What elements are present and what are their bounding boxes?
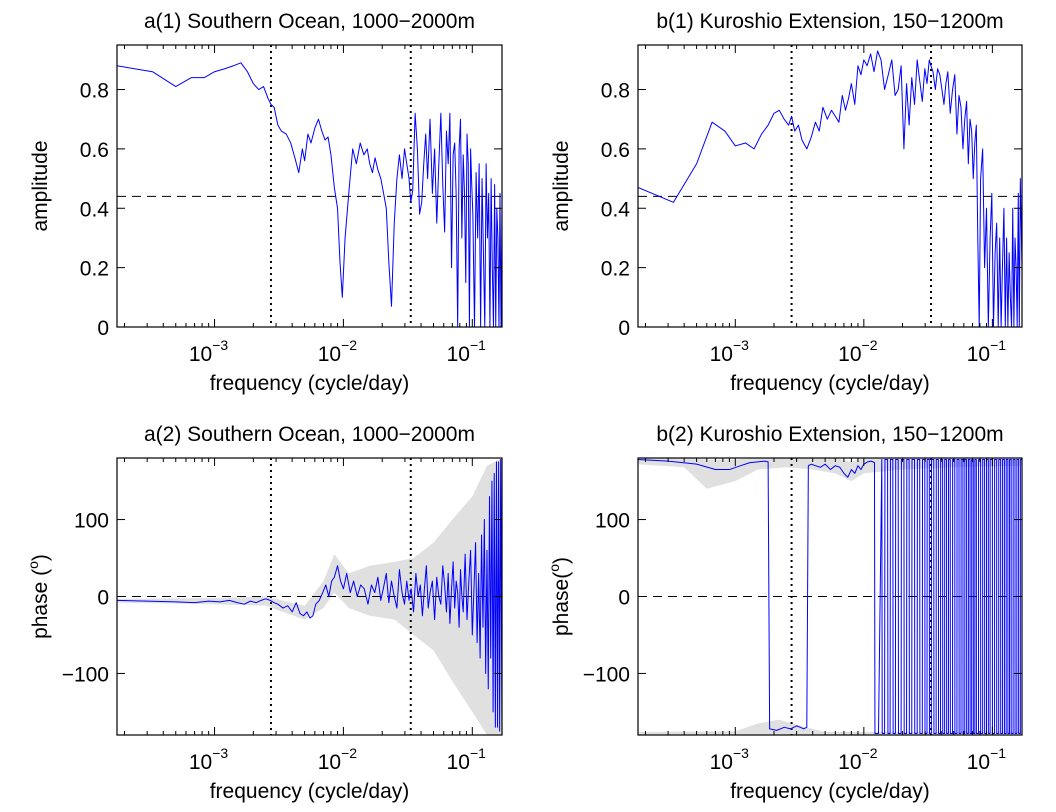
y-tick-label: 100: [74, 510, 109, 533]
x-tick-label: 10−3: [189, 337, 229, 366]
y-axis-label-text: amplitude: [550, 140, 573, 231]
panel-title: b(2) Kuroshio Extension, 150−1200m: [656, 423, 1003, 446]
panel-a1: a(1) Southern Ocean, 1000−2000m 0 0.2 0.4 0.…: [29, 10, 503, 395]
x-tick-label: 10−1: [967, 337, 1007, 366]
panel-b2: b(2) Kuroshio Extension, 150−1200m −100 0 1…: [546, 423, 1023, 803]
x-tick-exponent: −2: [341, 745, 357, 761]
y-tick-label: 0.4: [80, 198, 110, 221]
x-tick-base: 10: [967, 751, 990, 774]
x-tick-label: 10−2: [838, 745, 878, 774]
tick-marks: [638, 458, 1022, 735]
y-axis-label: amplitude: [29, 140, 52, 231]
panel-title: a(1) Southern Ocean, 1000−2000m: [144, 10, 475, 33]
y-tick-label: 0.8: [601, 80, 630, 103]
y-axis-label-text: phase (: [29, 569, 52, 639]
x-tick-label: 10−2: [318, 745, 358, 774]
y-axis-label: amplitude: [550, 140, 573, 231]
plot-area: [117, 458, 502, 735]
x-tick-exponent: −3: [733, 337, 749, 353]
confidence-band: [117, 458, 502, 735]
x-tick-base: 10: [189, 343, 212, 366]
y-axis-label-suffix: ): [550, 557, 573, 564]
degree-sup: o: [25, 561, 41, 569]
x-tick-exponent: −2: [341, 337, 357, 353]
plot-area: [638, 458, 1022, 735]
x-tick-exponent: −3: [212, 745, 228, 761]
x-tick-base: 10: [710, 343, 733, 366]
tick-marks: [117, 458, 502, 735]
x-tick-label: 10−1: [967, 745, 1007, 774]
x-axis-label: frequency (cycle/day): [730, 372, 930, 395]
data-series-line: [638, 50, 1022, 327]
data-series-line: [117, 62, 502, 327]
y-tick-label: 0: [97, 317, 109, 340]
x-tick-exponent: −1: [990, 337, 1006, 353]
x-tick-label: 10−2: [318, 337, 358, 366]
x-tick-base: 10: [447, 343, 470, 366]
x-tick-label: 10−2: [838, 337, 878, 366]
panel-title: a(2) Southern Ocean, 1000−2000m: [144, 423, 475, 446]
x-tick-label: 10−3: [710, 745, 750, 774]
x-axis-label: frequency (cycle/day): [210, 780, 410, 803]
plot-area: [117, 45, 502, 327]
y-tick-label: −100: [583, 663, 630, 686]
y-axis-label: phase(o): [546, 557, 573, 636]
y-tick-label: 0: [618, 587, 630, 610]
x-tick-exponent: −1: [470, 745, 486, 761]
x-tick-exponent: −1: [470, 337, 486, 353]
y-tick-label: 0: [97, 587, 109, 610]
plot-area: [638, 45, 1022, 327]
y-axis-label-suffix: ): [29, 554, 52, 561]
y-tick-label: 0.8: [80, 80, 109, 103]
x-tick-base: 10: [189, 751, 212, 774]
axes-frame: [116, 44, 503, 328]
y-tick-label: 100: [595, 510, 630, 533]
x-tick-exponent: −2: [862, 337, 878, 353]
x-tick-exponent: −3: [212, 337, 228, 353]
x-tick-base: 10: [838, 751, 861, 774]
y-tick-label: 0.6: [80, 139, 109, 162]
x-axis-label: frequency (cycle/day): [210, 372, 410, 395]
y-tick-label: 0.4: [601, 198, 631, 221]
y-tick-label: 0.6: [601, 139, 630, 162]
axes-frame: [637, 44, 1023, 328]
x-tick-exponent: −3: [733, 745, 749, 761]
degree-sup: o: [546, 564, 562, 572]
y-axis-label: phase (o): [25, 554, 52, 639]
x-axis-label: frequency (cycle/day): [730, 780, 930, 803]
y-tick-label: 0.2: [601, 258, 630, 281]
x-tick-base: 10: [318, 343, 341, 366]
panel-b1: b(1) Kuroshio Extension, 150−1200m 0 0.2 0.…: [550, 10, 1023, 395]
tick-marks: [638, 45, 1022, 328]
x-tick-base: 10: [967, 343, 990, 366]
panel-title: b(1) Kuroshio Extension, 150−1200m: [656, 10, 1003, 33]
tick-marks: [117, 45, 502, 328]
x-tick-base: 10: [710, 751, 733, 774]
confidence-band-lower: [638, 719, 1022, 735]
x-tick-base: 10: [838, 343, 861, 366]
x-tick-label: 10−3: [710, 337, 750, 366]
y-axis-label-text: phase(: [550, 572, 573, 636]
y-axis-label-text: amplitude: [29, 140, 52, 231]
y-tick-label: 0: [618, 317, 630, 340]
x-tick-label: 10−3: [189, 745, 229, 774]
x-tick-label: 10−1: [447, 745, 487, 774]
panel-a2: a(2) Southern Ocean, 1000−2000m −100 0 100 1…: [25, 423, 503, 803]
y-tick-label: −100: [62, 663, 109, 686]
x-tick-base: 10: [447, 751, 470, 774]
x-tick-base: 10: [318, 751, 341, 774]
x-tick-exponent: −2: [862, 745, 878, 761]
y-tick-label: 0.2: [80, 258, 109, 281]
confidence-band: [638, 458, 1022, 489]
x-tick-label: 10−1: [447, 337, 487, 366]
data-series-line: [638, 459, 1022, 734]
data-series-line: [117, 459, 502, 734]
x-tick-exponent: −1: [990, 745, 1006, 761]
